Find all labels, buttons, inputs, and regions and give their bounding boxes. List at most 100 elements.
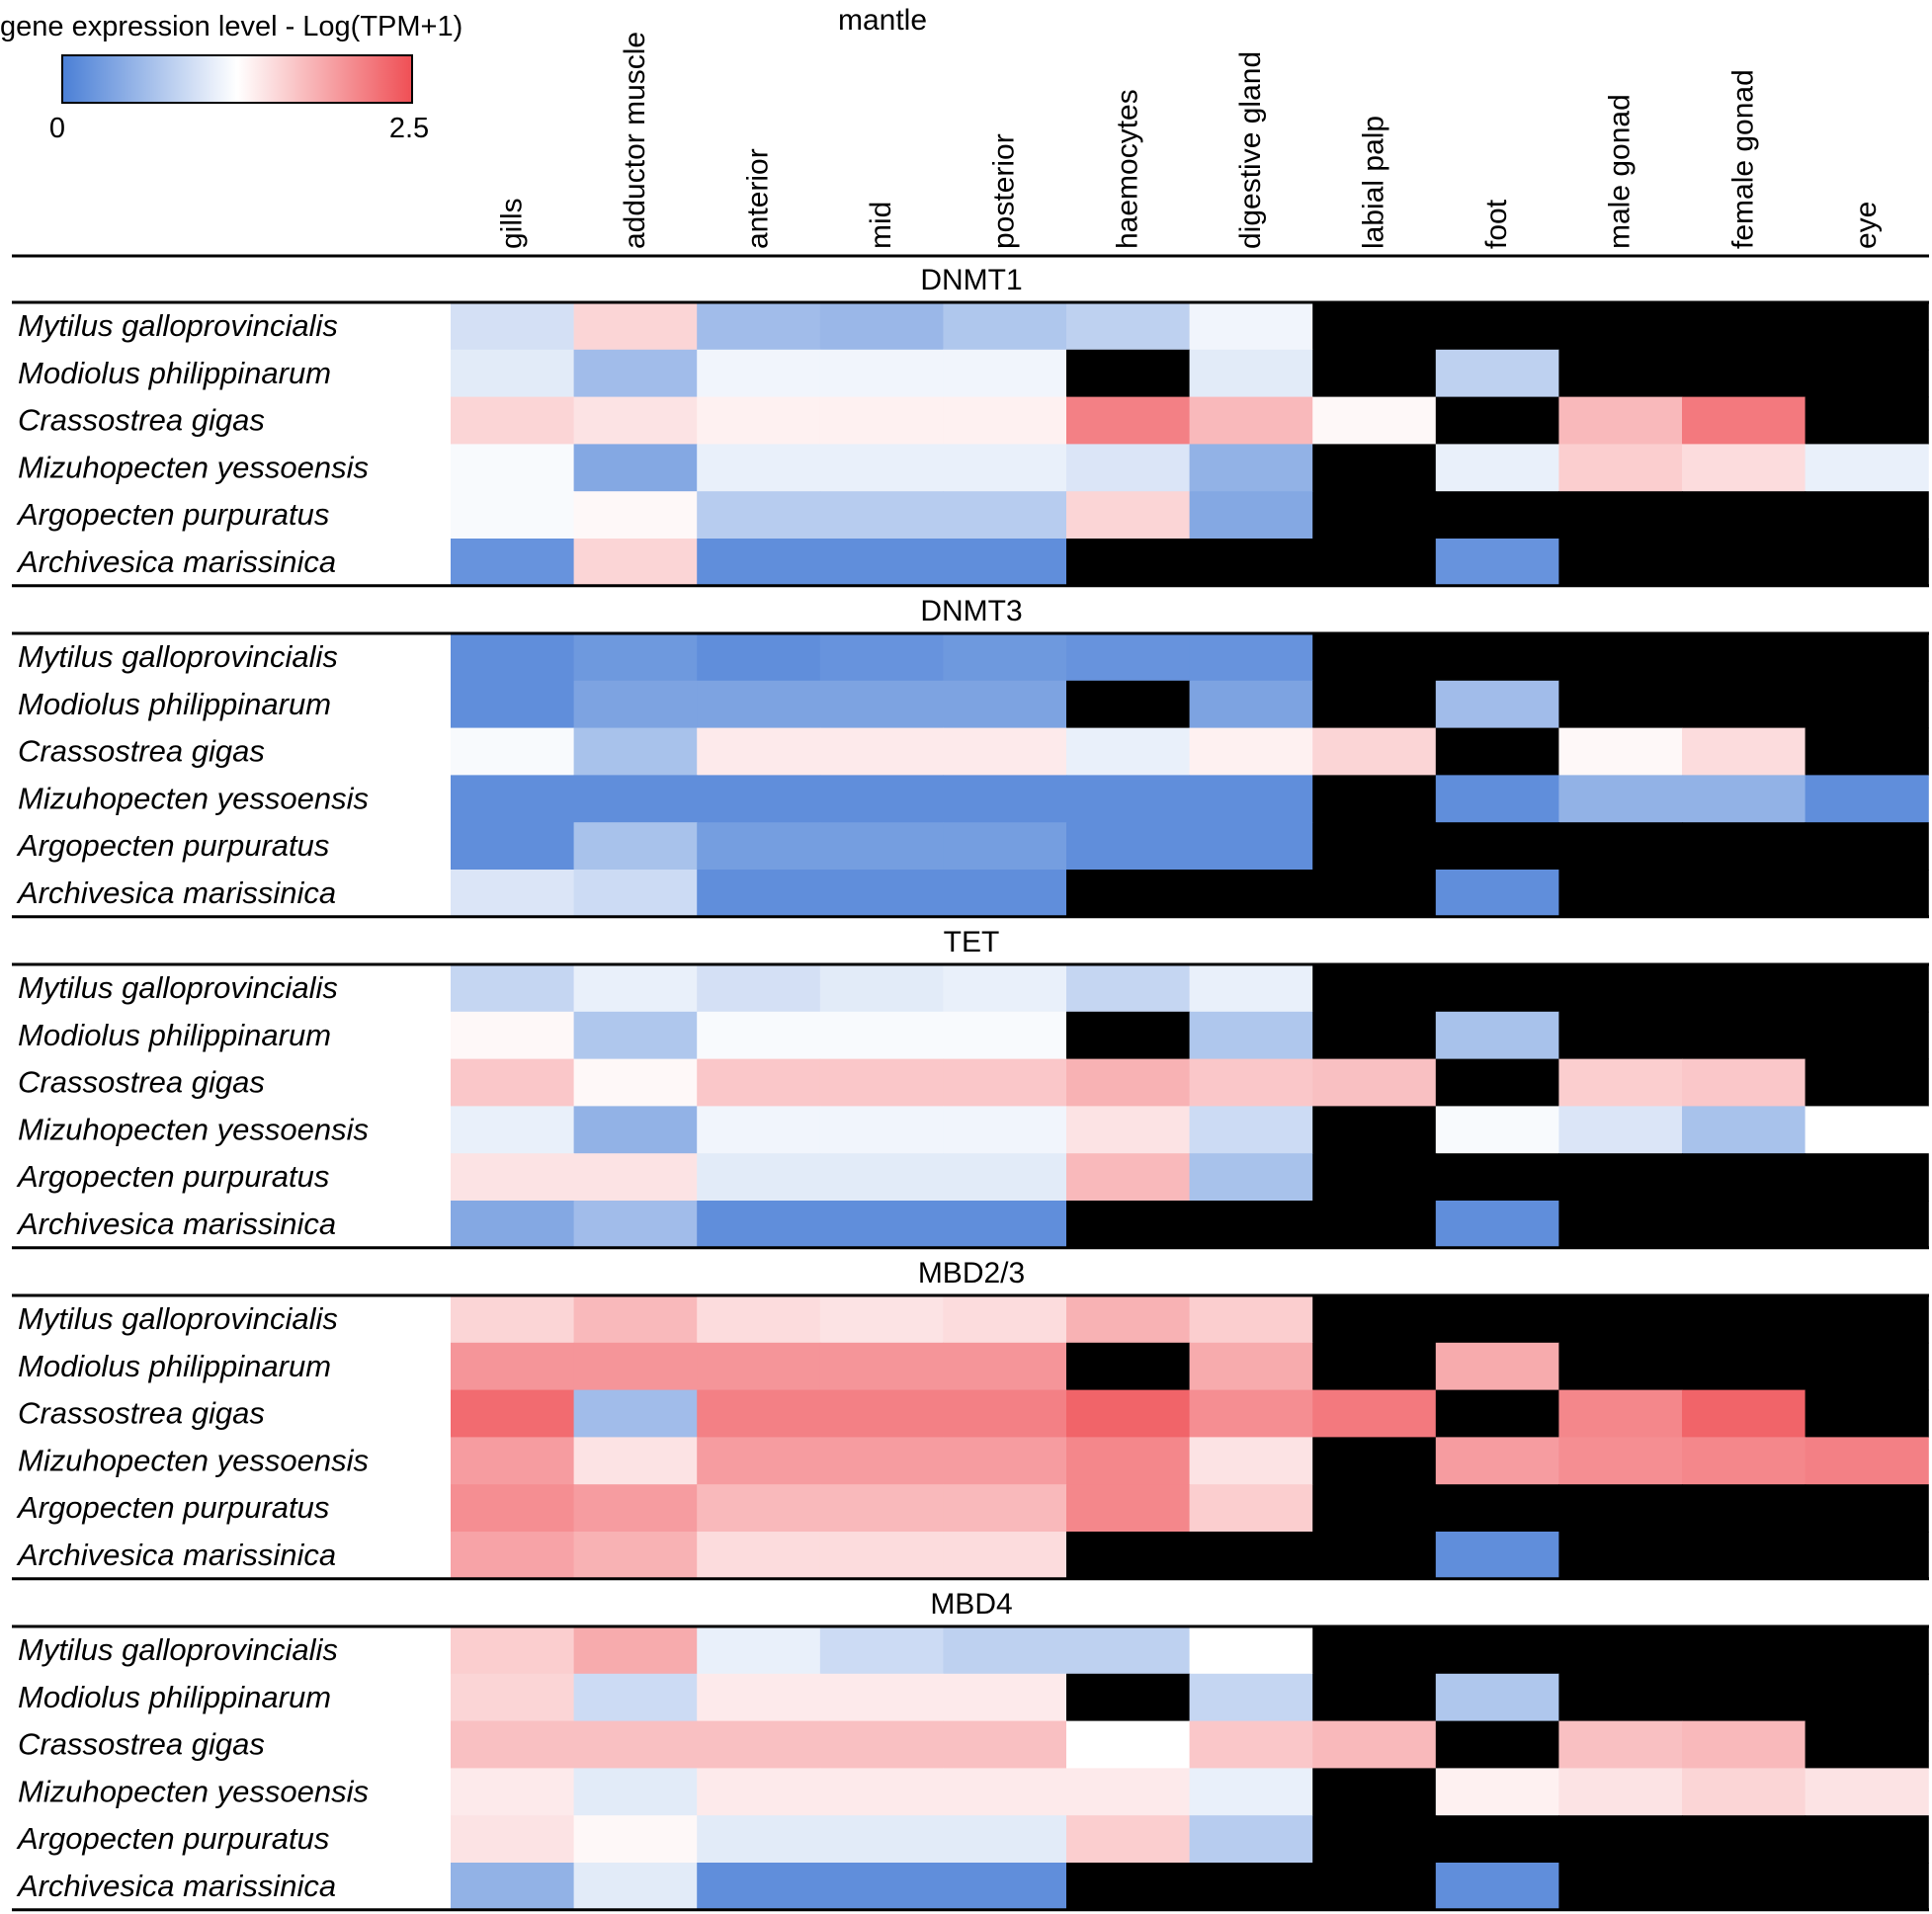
heatmap-cell: [573, 964, 698, 1013]
heatmap-cell: [1805, 1863, 1929, 1911]
heatmap-cell: [943, 964, 1067, 1013]
column-label-adductor-muscle: adductor muscle: [619, 32, 651, 249]
heatmap-cell: [573, 1389, 698, 1438]
heatmap-cell: [1435, 1342, 1559, 1391]
heatmap-cell: [943, 1153, 1067, 1202]
panel-dnmt3: DNMT3 Mytilus galloprovincialis Modiolus p…: [12, 595, 1929, 919]
heatmap-cell: [1682, 1153, 1806, 1202]
heatmap-cell: [1805, 491, 1929, 540]
heatmap-cell: [697, 1437, 821, 1485]
heatmap-cell: [1558, 1201, 1683, 1249]
heatmap-cell: [1435, 775, 1559, 823]
heatmap-cell: [819, 491, 944, 540]
species-label: Modiolus philippinarum: [18, 356, 331, 390]
heatmap-cell: [573, 1532, 698, 1580]
species-label: Mytilus galloprovincialis: [18, 639, 338, 674]
heatmap-cell: [1189, 680, 1313, 729]
heatmap-cell: [1189, 539, 1313, 587]
heatmap-cell: [819, 1484, 944, 1533]
heatmap-cell: [451, 1768, 575, 1816]
heatmap-cell: [1189, 1484, 1313, 1533]
column-label-haemocytes: haemocytes: [1111, 89, 1143, 249]
heatmap-cell: [1805, 1484, 1929, 1533]
heatmap-cell: [1066, 1532, 1191, 1580]
heatmap-cell: [1312, 1058, 1437, 1107]
heatmap-cell: [1189, 1720, 1313, 1769]
species-label: Mytilus galloprovincialis: [18, 1632, 338, 1667]
heatmap-cell: [573, 1201, 698, 1249]
heatmap-cell: [1312, 1201, 1437, 1249]
gene-title: DNMT1: [920, 264, 1022, 296]
heatmap-cell: [1189, 1437, 1313, 1485]
heatmap-cell: [1189, 1342, 1313, 1391]
heatmap-cell: [1558, 822, 1683, 871]
heatmap-cell: [819, 1673, 944, 1722]
heatmap-cell: [1189, 1201, 1313, 1249]
heatmap-cell: [1805, 1815, 1929, 1864]
heatmap-cell: [1682, 1106, 1806, 1154]
heatmap-cell: [1312, 964, 1437, 1013]
heatmap-cell: [1066, 349, 1191, 398]
heatmap-cell: [697, 1389, 821, 1438]
species-label: Modiolus philippinarum: [18, 687, 331, 721]
heatmap-cell: [1066, 444, 1191, 492]
species-label: Mytilus galloprovincialis: [18, 970, 338, 1005]
gene-title: MBD4: [930, 1588, 1012, 1621]
heatmap-cell: [943, 1720, 1067, 1769]
species-label: Argopecten purpuratus: [16, 1159, 329, 1194]
legend: gene expression level - Log(TPM+1) 0 2.5: [0, 11, 462, 144]
heatmap-cell: [1066, 1201, 1191, 1249]
heatmap-cell: [1312, 1342, 1437, 1391]
heatmap-cell: [1312, 870, 1437, 918]
heatmap-cell: [819, 1815, 944, 1864]
heatmap-cell: [1066, 1389, 1191, 1438]
heatmap-cell: [1066, 727, 1191, 776]
heatmap-cell: [1435, 1295, 1559, 1344]
heatmap-cell: [697, 1626, 821, 1675]
column-label-posterior: posterior: [988, 133, 1021, 249]
heatmap-cell: [1805, 775, 1929, 823]
heatmap-cell: [943, 1389, 1067, 1438]
heatmap-cell: [1189, 1532, 1313, 1580]
heatmap-cell: [1558, 1153, 1683, 1202]
heatmap-cell: [1558, 1720, 1683, 1769]
gene-title: TET: [944, 926, 1000, 958]
heatmap-cell: [1682, 775, 1806, 823]
heatmap-cell: [697, 349, 821, 398]
heatmap-cell: [1805, 870, 1929, 918]
heatmap-cell: [819, 727, 944, 776]
heatmap-cell: [573, 1768, 698, 1816]
heatmap-cell: [1805, 680, 1929, 729]
gene-title: MBD2/3: [918, 1257, 1025, 1290]
heatmap-cell: [943, 1673, 1067, 1722]
heatmap-cell: [819, 1532, 944, 1580]
heatmap-cell: [819, 1106, 944, 1154]
heatmap-cell: [1805, 1626, 1929, 1675]
heatmap-cell: [1312, 1437, 1437, 1485]
heatmap-cell: [451, 1389, 575, 1438]
heatmap-cell: [1066, 964, 1191, 1013]
heatmap-cell: [1189, 302, 1313, 351]
heatmap-cell: [1558, 1768, 1683, 1816]
heatmap-cell: [451, 302, 575, 351]
heatmap-cell: [819, 870, 944, 918]
heatmap-cell: [943, 1011, 1067, 1060]
panel-mbd4: MBD4 Mytilus galloprovincialis Modiolus ph…: [12, 1588, 1929, 1912]
heatmap-cell: [1066, 775, 1191, 823]
heatmap-cell: [697, 396, 821, 445]
heatmap-cell: [1682, 1437, 1806, 1485]
heatmap-cell: [1189, 964, 1313, 1013]
heatmap-cell: [1682, 1626, 1806, 1675]
heatmap-cell: [451, 1673, 575, 1722]
heatmap-cell: [943, 539, 1067, 587]
heatmap-cell: [1805, 1295, 1929, 1344]
heatmap-cell: [451, 1626, 575, 1675]
heatmap-cell: [1312, 1815, 1437, 1864]
heatmap-cell: [697, 1815, 821, 1864]
heatmap-cell: [1189, 491, 1313, 540]
heatmap-cell: [943, 444, 1067, 492]
heatmap-cell: [451, 1201, 575, 1249]
heatmap-cell: [1558, 1437, 1683, 1485]
heatmap-cell: [1682, 302, 1806, 351]
species-label: Crassostrea gigas: [18, 1396, 265, 1431]
